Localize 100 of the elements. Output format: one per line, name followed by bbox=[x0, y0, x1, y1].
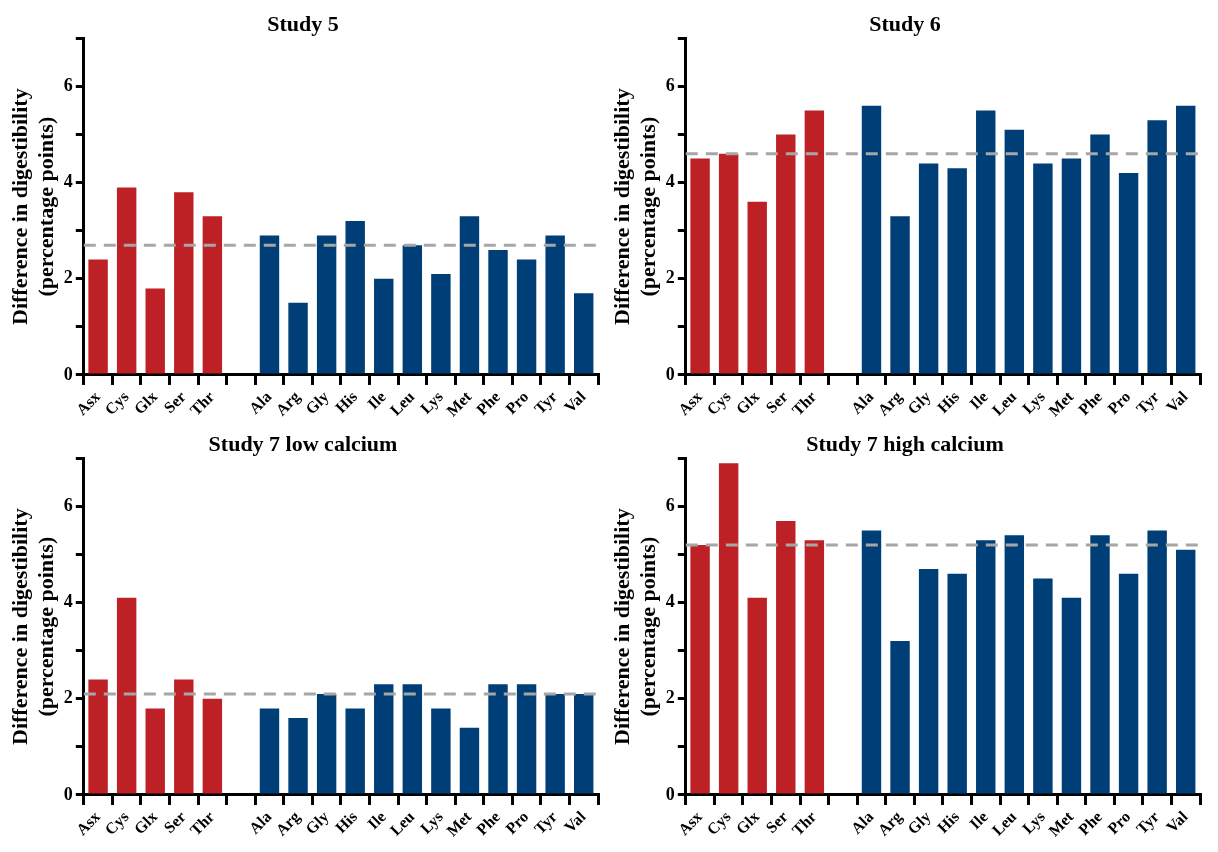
chart-title: Study 5 bbox=[267, 10, 339, 36]
bar bbox=[488, 249, 508, 374]
bar bbox=[747, 597, 767, 794]
bar bbox=[918, 163, 939, 374]
x-tick-label: Tyr bbox=[1132, 387, 1163, 418]
y-axis-title: Difference in digestibility (percentage points) bbox=[608, 508, 661, 746]
x-tick-label: Val bbox=[1162, 387, 1192, 416]
bar bbox=[316, 693, 337, 794]
bar bbox=[259, 235, 280, 374]
bar bbox=[1118, 573, 1139, 794]
x-tick-label: Glx bbox=[732, 387, 763, 418]
x-tick-label: Ser bbox=[160, 807, 189, 837]
x-tick-label: His bbox=[933, 387, 963, 417]
x-tick-label: Ala bbox=[847, 387, 877, 417]
x-tick-label: Val bbox=[1162, 807, 1192, 836]
bar bbox=[1176, 105, 1196, 374]
bar bbox=[1147, 530, 1167, 794]
x-tick-label: Phe bbox=[1074, 387, 1106, 419]
x-tick-label: Asx bbox=[674, 387, 706, 419]
bar bbox=[174, 192, 194, 374]
bar bbox=[976, 540, 996, 794]
x-tick-label: Leu bbox=[386, 387, 418, 419]
x-tick-label: His bbox=[331, 807, 361, 837]
bar bbox=[374, 278, 394, 374]
bar bbox=[1033, 163, 1053, 374]
chart-title: Study 7 low calcium bbox=[208, 430, 398, 456]
bar bbox=[116, 597, 137, 794]
y-tick-label: 0 bbox=[665, 783, 675, 804]
x-tick-label: Thr bbox=[788, 807, 820, 839]
bar bbox=[545, 693, 565, 794]
x-tick-label: Gly bbox=[302, 807, 333, 839]
y-tick-label: 4 bbox=[63, 171, 73, 192]
bar bbox=[1033, 578, 1053, 794]
x-tick-label: Ser bbox=[160, 387, 189, 417]
y-tick-label: 4 bbox=[665, 171, 675, 192]
y-axis-title: Difference in digestibility (percentage points) bbox=[6, 508, 59, 746]
bar bbox=[88, 259, 108, 374]
x-tick-label: Cys bbox=[101, 807, 133, 839]
bar bbox=[202, 698, 223, 794]
x-tick-label: Ala bbox=[847, 807, 877, 837]
x-tick-label: Cys bbox=[703, 807, 735, 839]
bar bbox=[202, 216, 223, 374]
chart-title: Study 6 bbox=[869, 10, 941, 36]
x-tick-label: Pro bbox=[1104, 387, 1134, 418]
y-tick-label: 6 bbox=[63, 495, 73, 516]
bar bbox=[516, 684, 537, 794]
bar bbox=[459, 727, 480, 794]
x-tick-label: Leu bbox=[988, 387, 1020, 419]
bar bbox=[1061, 158, 1082, 374]
bar bbox=[431, 273, 451, 374]
y-tick-label: 6 bbox=[665, 75, 675, 96]
bar bbox=[690, 544, 710, 794]
y-tick-label: 0 bbox=[63, 783, 73, 804]
y-tick-label: 0 bbox=[665, 363, 675, 384]
bar bbox=[116, 187, 137, 374]
y-tick-label: 4 bbox=[665, 591, 675, 612]
y-tick-label: 4 bbox=[63, 591, 73, 612]
bar bbox=[316, 235, 337, 374]
bar bbox=[516, 259, 537, 374]
x-tick-label: Thr bbox=[788, 387, 820, 419]
bar bbox=[574, 293, 594, 374]
bar bbox=[947, 168, 967, 374]
bar bbox=[690, 158, 710, 374]
bar bbox=[976, 110, 996, 374]
bar bbox=[947, 573, 967, 794]
bar bbox=[1004, 535, 1025, 794]
bar bbox=[345, 708, 365, 794]
x-tick-label: Pro bbox=[502, 807, 532, 838]
bar bbox=[288, 302, 308, 374]
x-tick-label: Arg bbox=[874, 387, 906, 420]
bar bbox=[1061, 597, 1082, 794]
bar bbox=[488, 684, 508, 794]
bar bbox=[804, 110, 825, 374]
bar bbox=[259, 708, 280, 794]
y-axis-title: Difference in digestibility (percentage points) bbox=[6, 88, 59, 326]
x-tick-label: Asx bbox=[674, 807, 706, 839]
x-tick-label: Ile bbox=[966, 807, 991, 833]
x-tick-label: His bbox=[331, 387, 361, 417]
x-tick-label: Tyr bbox=[530, 387, 561, 418]
bar bbox=[776, 134, 796, 374]
y-axis-title: Difference in digestibility (percentage points) bbox=[608, 88, 661, 326]
bar bbox=[1004, 129, 1025, 374]
y-tick-label: 2 bbox=[665, 267, 675, 288]
x-tick-label: Ala bbox=[245, 807, 275, 837]
bar bbox=[718, 463, 739, 794]
x-tick-label: Leu bbox=[386, 807, 418, 839]
x-tick-label: Cys bbox=[703, 387, 735, 419]
bar bbox=[861, 105, 882, 374]
x-tick-label: Tyr bbox=[530, 807, 561, 838]
x-tick-label: Asx bbox=[72, 387, 104, 419]
x-tick-label: Glx bbox=[130, 807, 161, 838]
bar bbox=[747, 201, 767, 374]
y-tick-label: 6 bbox=[63, 75, 73, 96]
bar bbox=[804, 540, 825, 794]
bar bbox=[402, 245, 423, 374]
bar bbox=[174, 679, 194, 794]
x-tick-label: Phe bbox=[1074, 807, 1106, 839]
x-tick-label: Gly bbox=[302, 387, 333, 419]
bar bbox=[890, 216, 910, 374]
x-tick-label: Arg bbox=[874, 807, 906, 840]
